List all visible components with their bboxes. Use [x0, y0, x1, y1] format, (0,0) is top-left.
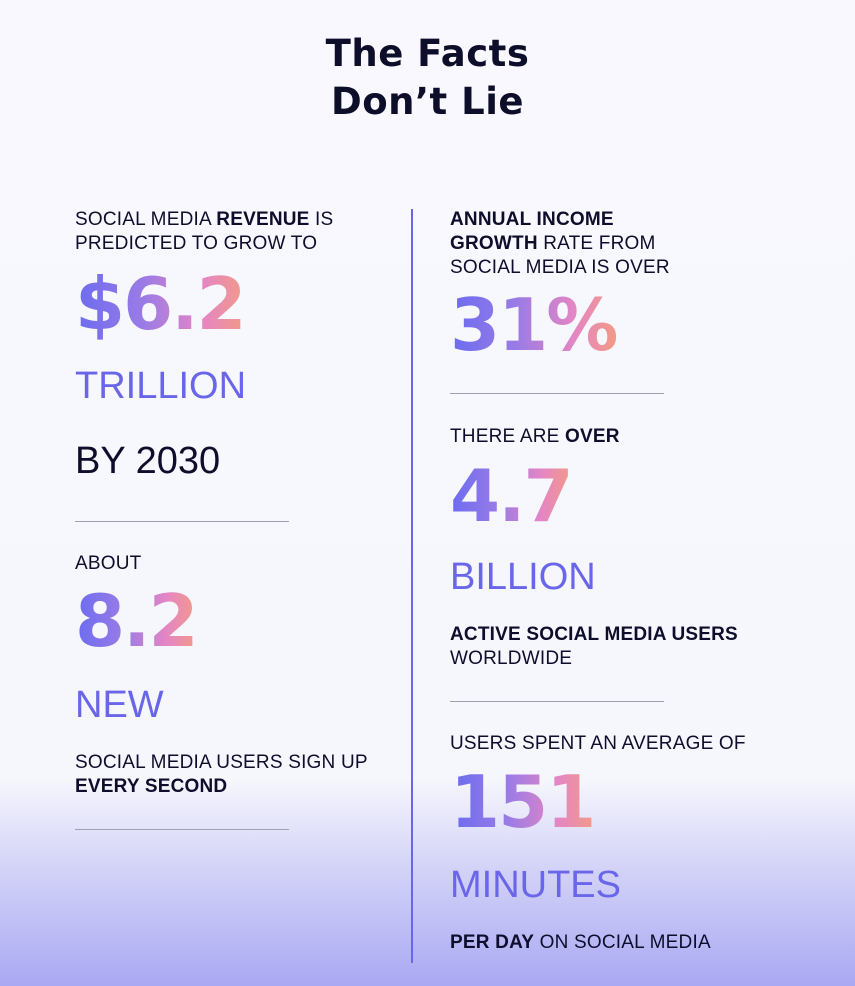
minutes-desc-bold: PER DAY [450, 932, 535, 953]
new-users-desc-bold: EVERY SECOND [75, 776, 228, 797]
income-growth-label-bold: GROWTH [450, 233, 538, 254]
right-divider-2 [450, 701, 664, 702]
vertical-divider [411, 209, 413, 963]
minutes-label: USERS SPENT AN AVERAGE OF [450, 733, 746, 754]
active-users-label: THERE ARE OVER [450, 425, 620, 449]
minutes-value: 151 [450, 760, 596, 844]
left-divider-1 [75, 521, 289, 522]
revenue-value: $6.2 [75, 262, 247, 346]
new-users-value: 8.2 [75, 579, 199, 663]
active-users-desc: ACTIVE SOCIAL MEDIA USERS WORLDWIDE [450, 623, 738, 671]
new-users-desc-line1: SOCIAL MEDIA USERS SIGN UP [75, 752, 368, 773]
right-divider-1 [450, 393, 664, 394]
income-growth-label-bold: ANNUAL INCOME [450, 209, 614, 230]
new-users-unit: NEW [75, 684, 164, 726]
minutes-desc: PER DAY ON SOCIAL MEDIA [450, 931, 711, 955]
new-users-desc: SOCIAL MEDIA USERS SIGN UP EVERY SECOND [75, 751, 368, 799]
income-growth-label-part: RATE FROM [537, 233, 656, 254]
title-line-1: The Facts [325, 32, 530, 75]
minutes-desc-part: ON SOCIAL MEDIA [534, 932, 711, 953]
revenue-unit: TRILLION [75, 365, 247, 407]
active-users-desc-line2: WORLDWIDE [450, 648, 573, 669]
income-growth-label: ANNUAL INCOME GROWTH RATE FROM SOCIAL ME… [450, 208, 670, 280]
income-growth-label-line3: SOCIAL MEDIA IS OVER [450, 257, 670, 278]
revenue-label-bold: REVENUE [216, 209, 310, 230]
active-users-desc-bold: ACTIVE SOCIAL MEDIA USERS [450, 624, 738, 645]
left-divider-2 [75, 829, 289, 830]
active-users-unit: BILLION [450, 556, 596, 598]
income-growth-value: 31% [450, 283, 618, 367]
revenue-year: BY 2030 [75, 440, 221, 482]
minutes-unit: MINUTES [450, 864, 621, 906]
revenue-label-part: IS [309, 209, 334, 230]
active-users-value: 4.7 [450, 454, 574, 538]
new-users-label: ABOUT [75, 553, 142, 574]
title-line-2: Don’t Lie [331, 80, 524, 123]
active-users-label-part: THERE ARE [450, 426, 565, 447]
revenue-label: SOCIAL MEDIA REVENUE IS PREDICTED TO GRO… [75, 208, 333, 256]
revenue-label-line2: PREDICTED TO GROW TO [75, 233, 318, 254]
revenue-label-part: SOCIAL MEDIA [75, 209, 217, 230]
page-title: The Facts Don’t Lie [0, 30, 855, 126]
active-users-label-bold: OVER [564, 426, 620, 447]
